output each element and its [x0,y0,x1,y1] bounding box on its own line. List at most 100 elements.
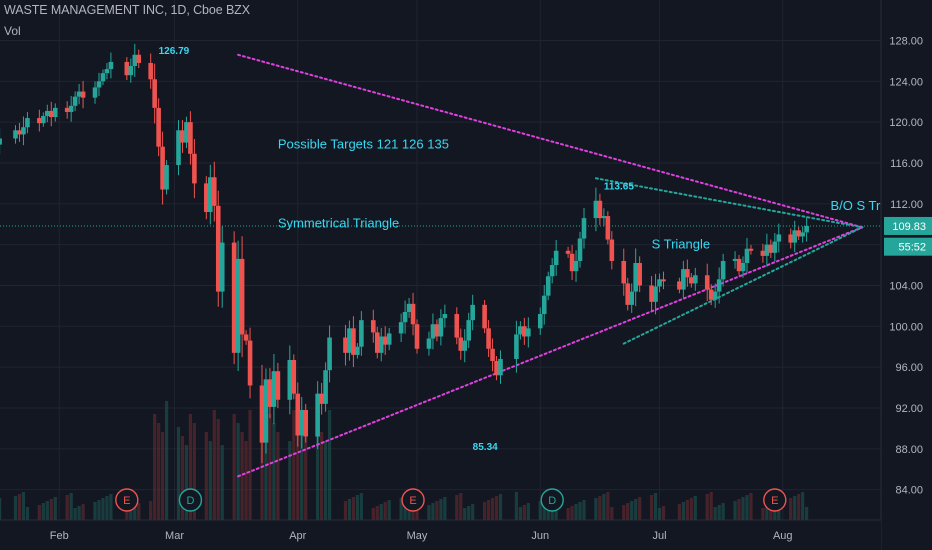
candle [657,273,662,293]
volume-bar [689,498,693,520]
candle [792,220,797,253]
candle-body [748,248,754,251]
candle-body [792,230,797,243]
candle [677,277,682,294]
candle-body [541,295,547,315]
symbol-title[interactable]: WASTE MANAGEMENT INC, 1D, Cboe BZX [4,3,250,17]
price-tick-label: 112.00 [890,199,923,211]
trendline-lower [237,226,864,478]
candle [549,258,555,284]
candle-body [359,320,364,347]
earnings-marker-circle [763,488,787,512]
candle [315,381,320,450]
earnings-marker[interactable]: E [115,488,139,512]
volume-bar [566,508,570,520]
volume-bar [248,410,252,520]
volume-bar [296,419,300,520]
candle-body [132,54,138,67]
trendlines [237,53,864,478]
candle-body [772,241,778,253]
candle [382,326,388,355]
candle-body [275,371,281,400]
candle [100,69,106,86]
earnings-marker[interactable]: E [401,488,425,512]
candle [406,297,412,318]
candle [597,193,603,226]
candle-body [156,107,161,147]
candle-body [128,66,134,76]
dividend-marker[interactable]: D [178,488,203,512]
candle-body [180,130,185,143]
candle-body [188,122,193,154]
candle [355,343,360,359]
volume-bar [45,501,49,520]
candle-body [716,279,722,292]
candle-body [470,304,475,321]
candle-body [108,61,114,70]
candle [760,243,766,263]
candle-body [434,324,440,337]
candle [136,49,142,69]
candle-body [633,263,638,292]
candle [704,263,710,302]
volume-bar [73,508,77,520]
volume-bar [793,496,797,520]
volume-bar [176,427,181,520]
volume-bars [0,401,809,520]
candle-body [708,289,714,300]
candle-body [164,165,169,190]
volume-bar [518,507,522,520]
candle-body [577,238,583,261]
volume-bar [355,495,359,520]
candle-body [800,232,805,237]
volume-bar [21,492,26,520]
candle-body [744,248,750,264]
candle-body [382,336,388,345]
earnings-marker[interactable]: E [763,488,787,512]
month-label: Aug [773,530,793,542]
candle-body [184,122,189,143]
volume-bar [164,401,169,520]
candle [720,253,726,287]
candle [681,260,686,298]
volume-bar [323,441,328,520]
candle [287,345,293,415]
candle [633,248,638,307]
candle-body [653,286,658,302]
volume-bar [304,437,308,520]
candle-body [80,91,86,98]
candle [569,245,575,280]
volume-bar [805,507,809,520]
candle [537,307,543,335]
candle [593,187,599,232]
candle [41,112,46,127]
candle [25,112,30,134]
candle [514,320,519,373]
candle-body [426,338,432,349]
candle-body [522,326,527,337]
volume-bar [53,497,57,520]
volume-bar [427,505,431,520]
volume-bar [649,495,654,520]
volume-bar [486,500,491,520]
candle-body [661,279,666,282]
candle [693,267,698,291]
candle-body [136,54,142,63]
dividend-marker[interactable]: D [540,488,564,512]
volume-bar [602,494,606,520]
candle [319,382,324,415]
volume-bar [439,499,443,520]
candle-body [414,324,420,349]
volume-bar [657,508,662,520]
candle [414,319,420,354]
candle-body [657,279,662,287]
candle [712,283,718,308]
candle [295,382,301,447]
candle [454,307,460,345]
candle-body [13,130,18,139]
volume-bar [371,508,375,520]
volume-bar [578,502,582,520]
volume-bar [542,499,546,520]
volume-bar [188,414,193,520]
